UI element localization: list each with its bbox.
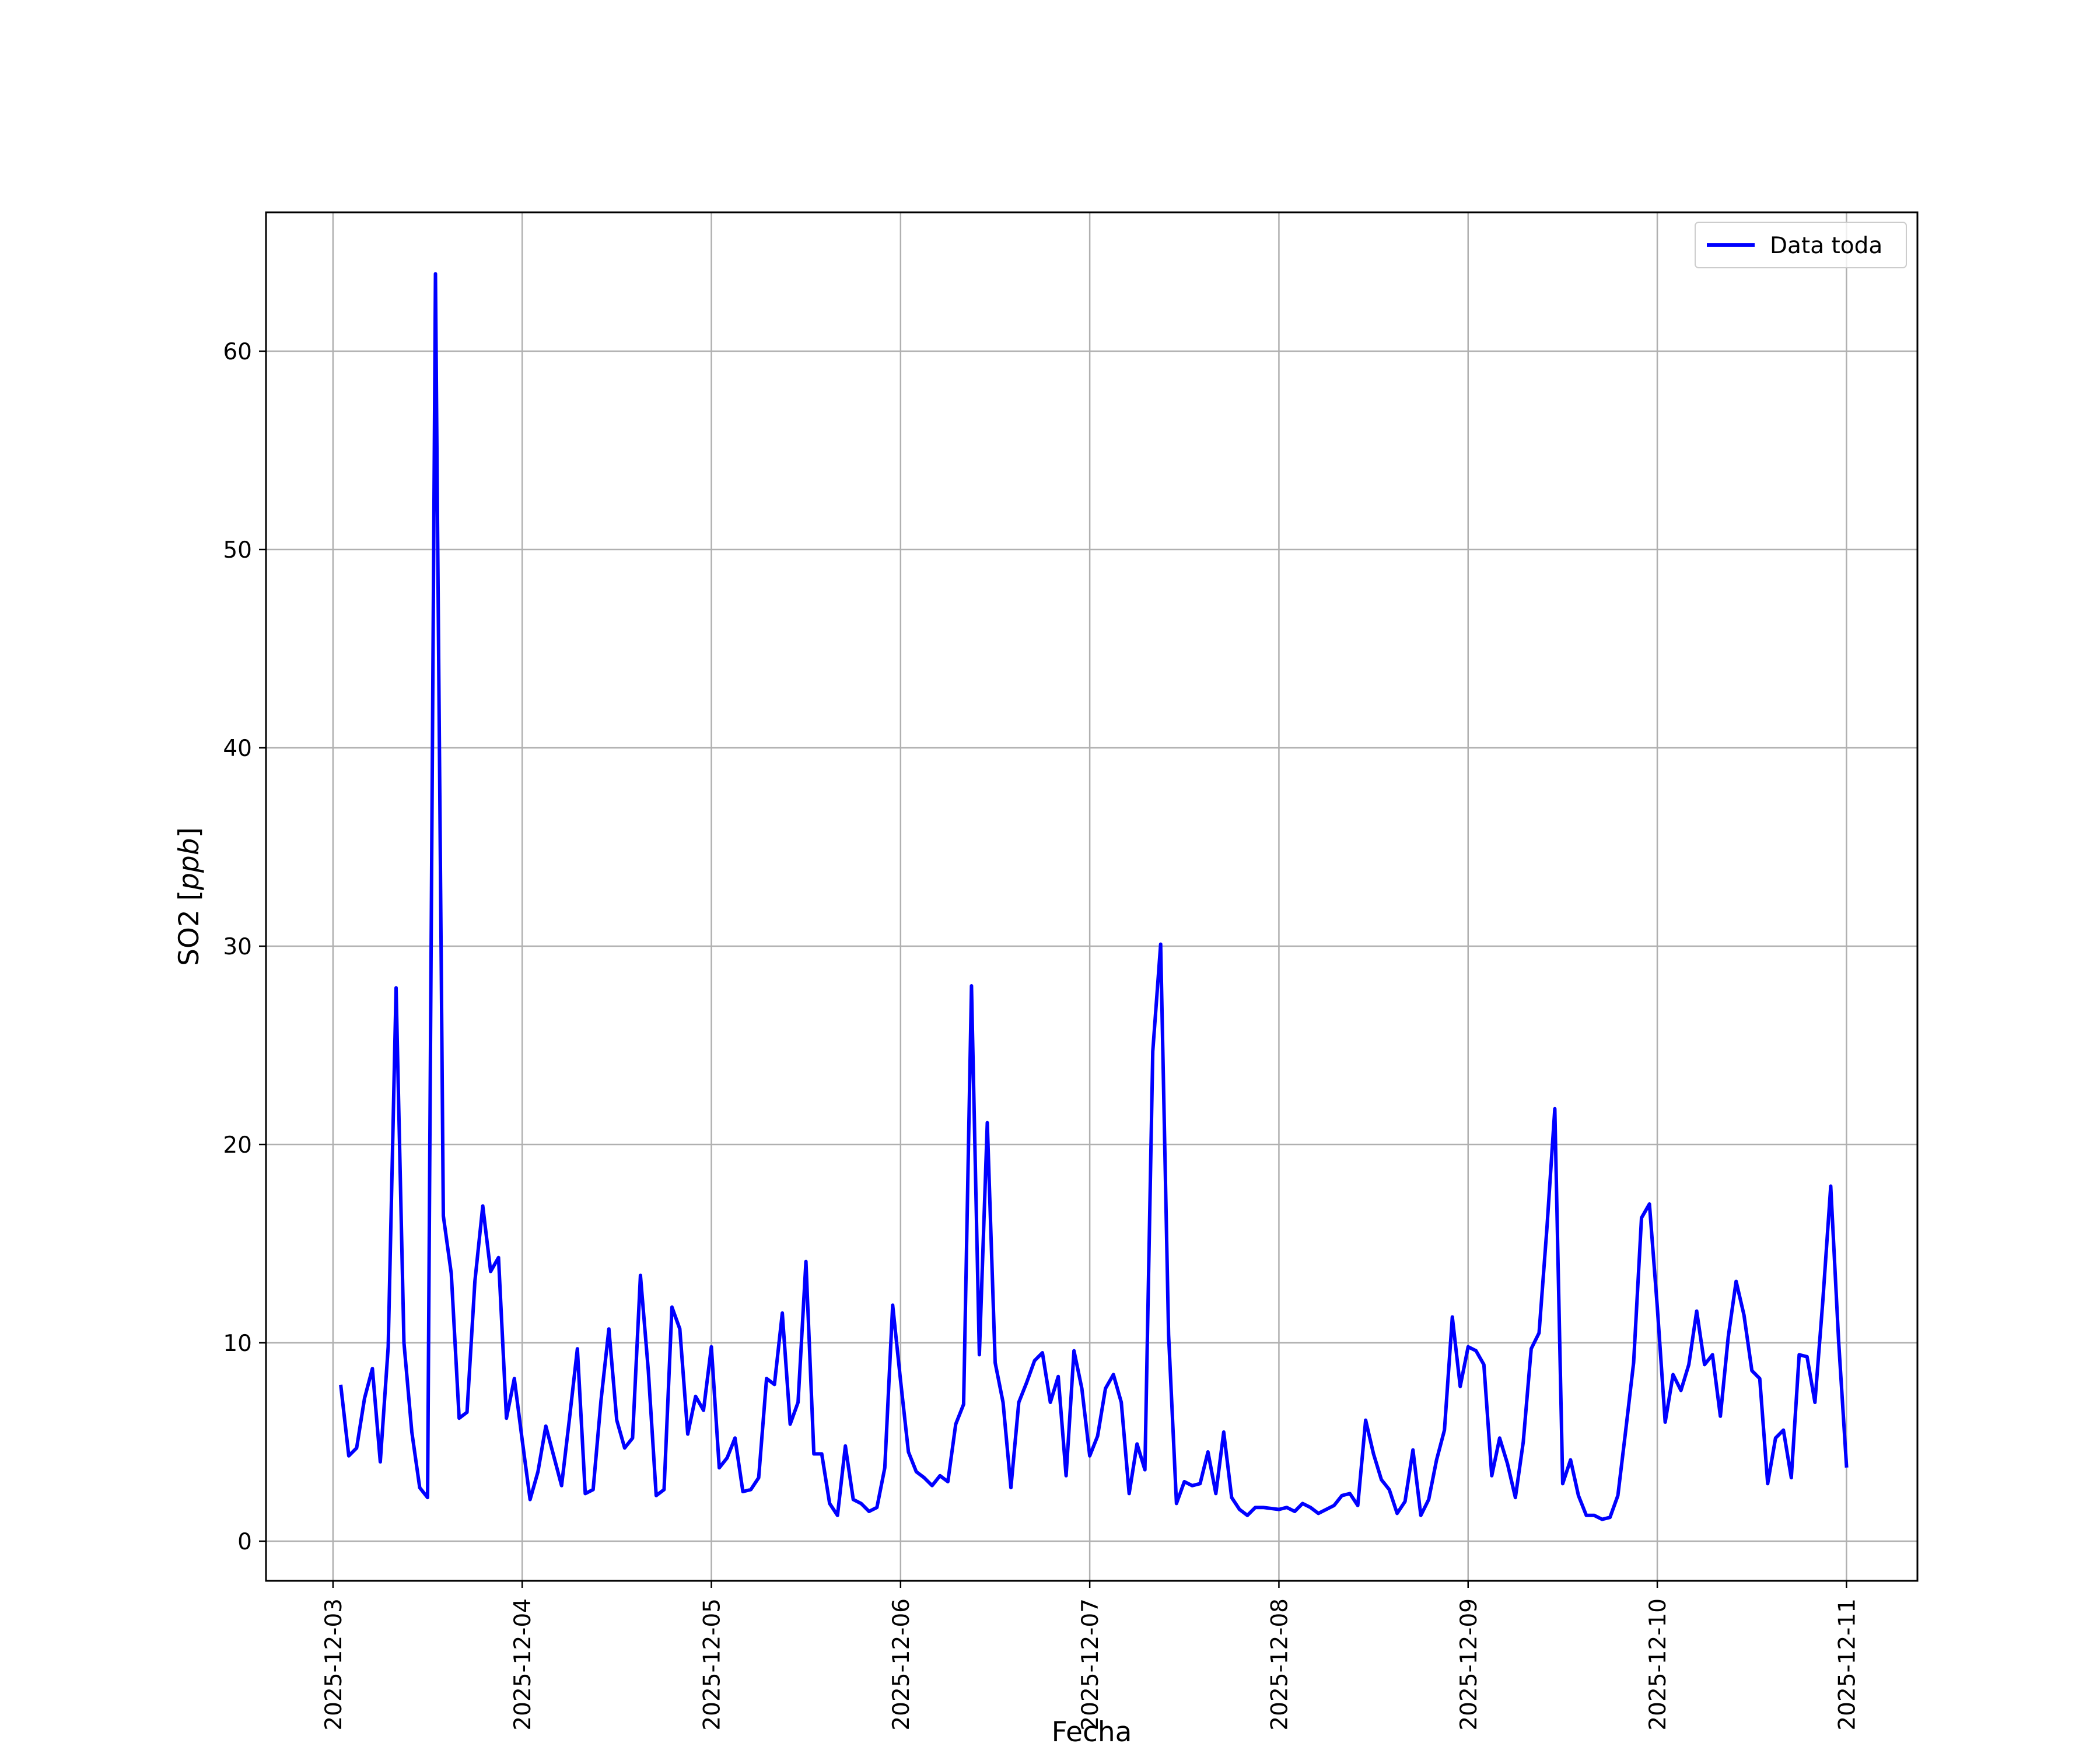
y-tick-label: 60: [223, 339, 252, 365]
legend-box: [1695, 222, 1907, 268]
x-tick-label: 2025-12-09: [1456, 1598, 1482, 1731]
x-tick-label: 2025-12-05: [699, 1598, 725, 1731]
x-axis-label: Fecha: [1052, 1716, 1132, 1748]
legend-label-data-toda: Data toda: [1770, 233, 1882, 259]
y-tick-label: 50: [223, 537, 252, 564]
x-tick-label: 2025-12-06: [888, 1598, 915, 1731]
x-tick-label: 2025-12-11: [1834, 1598, 1860, 1731]
y-axis-ticks: 0 10 20 30 40 50 60: [223, 339, 266, 1555]
x-axis-ticks: 2025-12-03 2025-12-04 2025-12-05 2025-12-06…: [321, 1581, 1860, 1731]
plot-frame: [265, 211, 1919, 1582]
y-axis-label: SO2 [ppb]: [173, 827, 205, 966]
series-layer: [339, 272, 1849, 1521]
legend: Data toda: [1695, 222, 1907, 268]
series-line-data-toda: [339, 272, 1849, 1521]
y-tick-label: 0: [237, 1529, 252, 1555]
x-tick-label: 2025-12-07: [1077, 1598, 1104, 1731]
x-tick-label: 2025-12-10: [1645, 1598, 1671, 1731]
x-tick-label: 2025-12-04: [510, 1598, 536, 1731]
y-tick-label: 30: [223, 934, 252, 960]
y-axis-label-unit: ppb: [173, 838, 205, 891]
y-axis-label-close: ]: [173, 827, 205, 838]
y-tick-label: 40: [223, 736, 252, 762]
x-tick-label: 2025-12-08: [1266, 1598, 1293, 1731]
y-tick-label: 10: [223, 1331, 252, 1357]
y-tick-label: 20: [223, 1132, 252, 1158]
y-axis-label-main: SO2 [: [173, 890, 205, 966]
x-tick-label: 2025-12-03: [321, 1598, 347, 1731]
